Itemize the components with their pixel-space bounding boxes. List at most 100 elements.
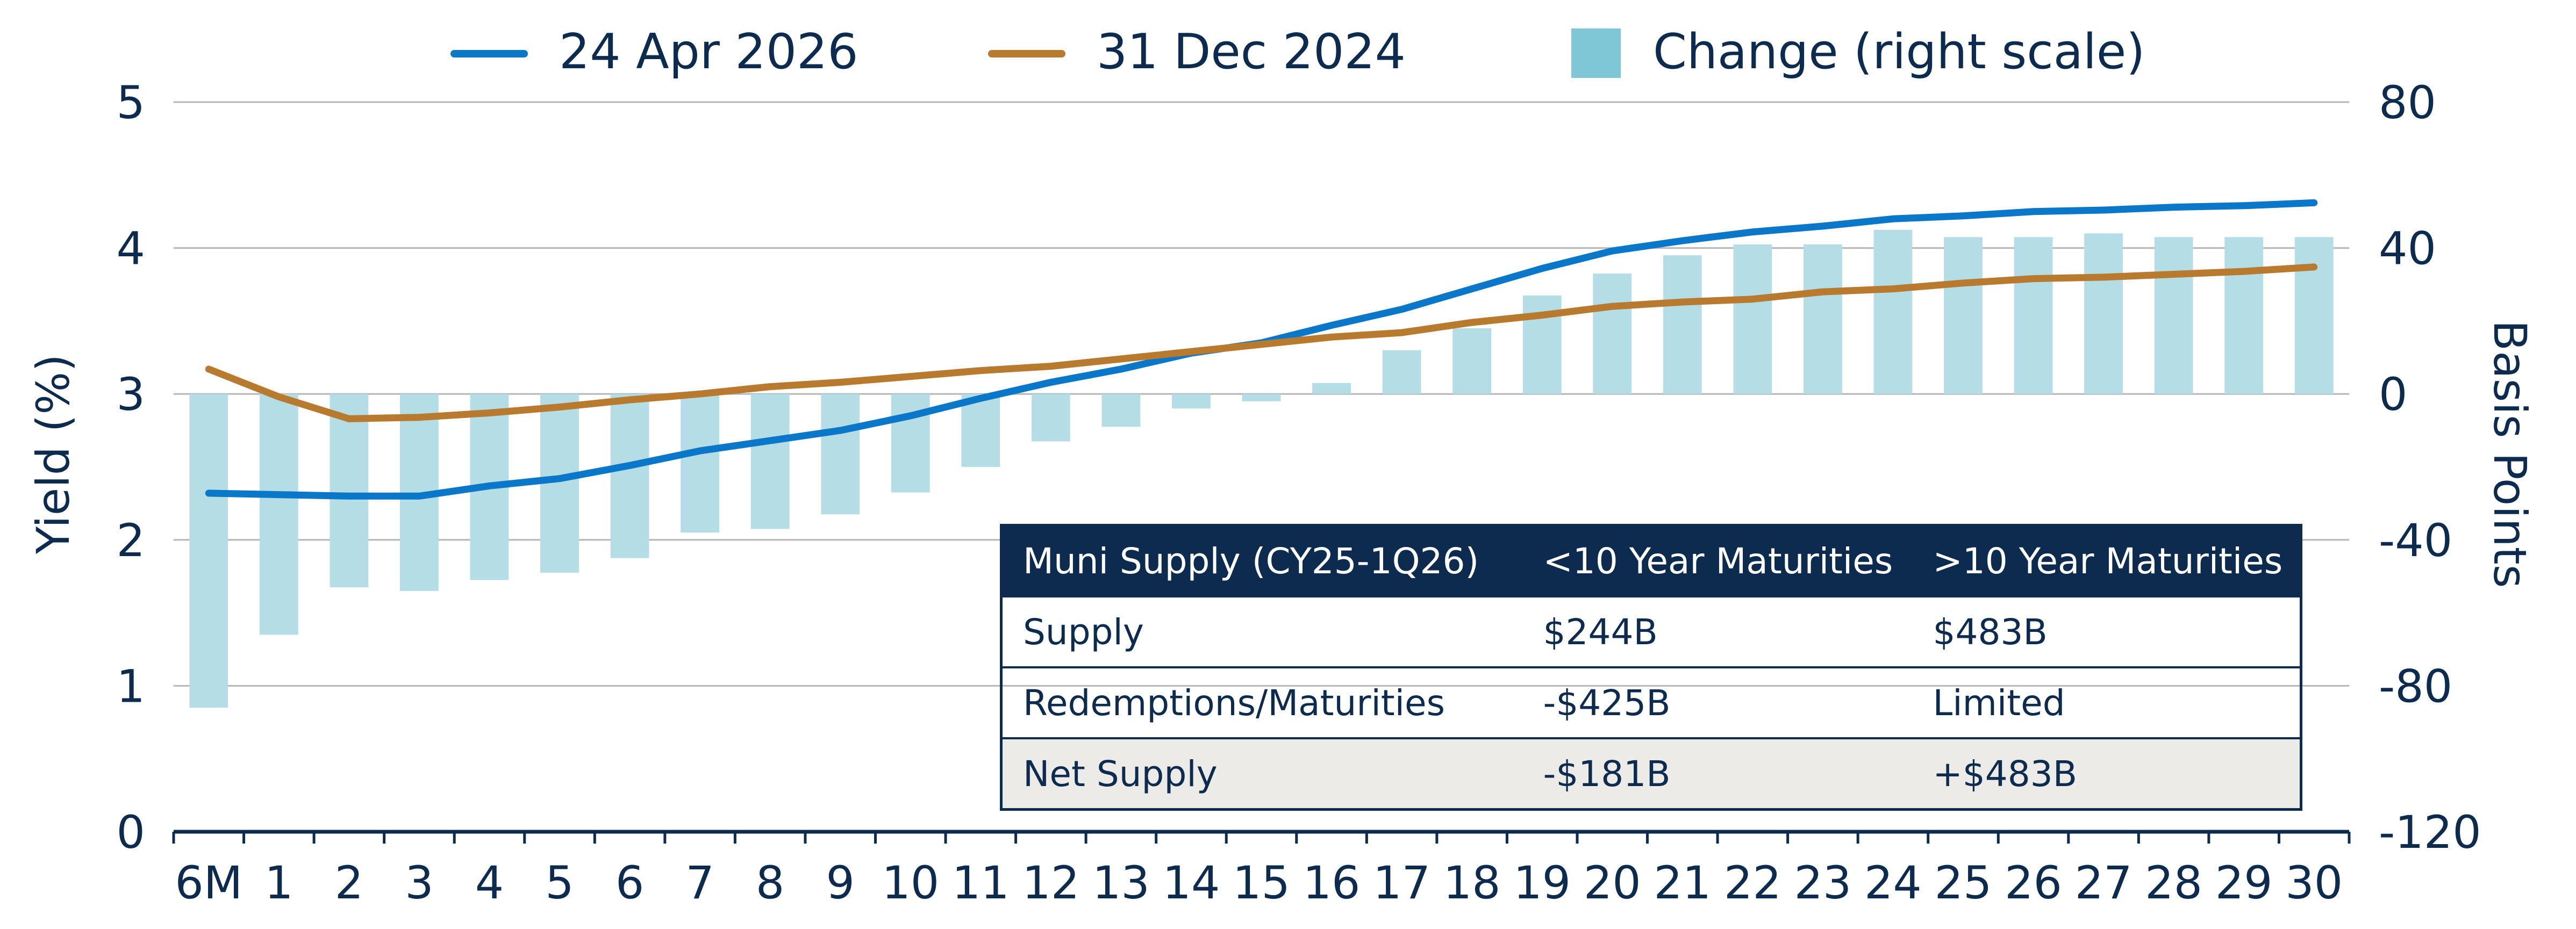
- y2-tick-label: 0: [2379, 368, 2407, 421]
- y2-tick-label: 40: [2379, 222, 2436, 275]
- x-tick-label: 9: [826, 856, 854, 909]
- x-tick-label: 13: [1092, 856, 1150, 909]
- table-header-row: Muni Supply (CY25-1Q26) <10 Year Maturit…: [1001, 525, 2301, 597]
- legend-label: 24 Apr 2026: [559, 24, 858, 80]
- x-tick-label: 29: [2215, 856, 2273, 909]
- legend-swatch: [1571, 28, 1621, 78]
- change-bar: [330, 394, 369, 588]
- x-tick-label: 20: [1584, 856, 1641, 909]
- series-line: [205, 263, 2318, 422]
- change-bar: [821, 394, 860, 515]
- change-bars: [189, 229, 2334, 708]
- table-cell: Redemptions/Maturities: [1001, 667, 1523, 739]
- legend: 24 Apr 2026 31 Dec 2024 Change (right scal…: [450, 24, 2145, 80]
- table-header-cell: <10 Year Maturities: [1522, 525, 1913, 597]
- table-row: Supply $244B $483B: [1001, 596, 2301, 668]
- table-cell: -$181B: [1522, 738, 1913, 810]
- change-bar: [961, 394, 1000, 467]
- x-tick-label: 5: [545, 856, 574, 909]
- table-row: Net Supply -$181B +$483B: [1001, 738, 2301, 810]
- change-bar: [1382, 350, 1421, 394]
- x-tick-label: 26: [2005, 856, 2062, 909]
- change-bar: [1873, 229, 1913, 394]
- table-header-cell: Muni Supply (CY25-1Q26): [1001, 525, 1523, 597]
- table-cell: Limited: [1912, 667, 2301, 739]
- change-bar: [610, 394, 649, 558]
- y-tick-label: 5: [117, 76, 145, 129]
- x-tick-label: 15: [1233, 856, 1290, 909]
- legend-label: 31 Dec 2024: [1097, 24, 1406, 80]
- table-cell: Supply: [1001, 596, 1523, 668]
- x-tick-label: 18: [1443, 856, 1501, 909]
- change-bar: [891, 394, 930, 493]
- table-cell: -$425B: [1522, 667, 1913, 739]
- x-tick-label: 1: [264, 856, 293, 909]
- change-bar: [1593, 273, 1632, 394]
- change-bar: [1031, 394, 1070, 442]
- x-tick-label: 8: [756, 856, 784, 909]
- y-tick-label: 4: [117, 222, 145, 275]
- change-bar: [2154, 237, 2193, 394]
- change-bar: [259, 394, 298, 635]
- y-tick-label: 2: [117, 514, 145, 567]
- y-axis-title: Yield (%): [27, 354, 80, 554]
- x-tick-label: 10: [882, 856, 939, 909]
- change-bar: [750, 394, 790, 529]
- x-tick-label: 28: [2145, 856, 2202, 909]
- change-bar: [2294, 237, 2334, 394]
- y2-tick-label: 80: [2379, 76, 2436, 129]
- x-tick-label: 7: [685, 856, 714, 909]
- y-tick-label: 1: [117, 660, 145, 712]
- table-cell: Net Supply: [1001, 738, 1523, 810]
- x-tick-label: 23: [1794, 856, 1851, 909]
- x-tick-label: 24: [1864, 856, 1922, 909]
- y-tick-label: 0: [117, 806, 145, 859]
- x-tick-label: 21: [1654, 856, 1711, 909]
- y2-axis-title: Basis Points: [2484, 320, 2536, 588]
- y2-tick-label: -80: [2379, 660, 2452, 712]
- x-tick-label: 27: [2075, 856, 2133, 909]
- muni-supply-table: Muni Supply (CY25-1Q26) <10 Year Maturit…: [1000, 524, 2302, 811]
- table-cell: $244B: [1522, 596, 1913, 668]
- x-tick-label: 30: [2285, 856, 2343, 909]
- change-bar: [2084, 233, 2123, 394]
- x-tick-label: 19: [1513, 856, 1571, 909]
- x-tick-label: 25: [1935, 856, 1992, 909]
- x-tick-label: 22: [1724, 856, 1781, 909]
- legend-label: Change (right scale): [1653, 24, 2145, 80]
- change-bar: [1663, 255, 1702, 394]
- x-tick-label: 6M: [175, 856, 242, 909]
- change-bar: [1452, 328, 1492, 394]
- x-tick-label: 2: [335, 856, 363, 909]
- change-bar: [1733, 244, 1772, 394]
- change-bar: [189, 394, 228, 708]
- y-tick-label: 3: [117, 368, 145, 421]
- x-tick-label: 11: [952, 856, 1010, 909]
- x-tick-label: 12: [1022, 856, 1079, 909]
- x-tick-label: 3: [405, 856, 433, 909]
- yield-lines: [205, 199, 2318, 500]
- table-cell: $483B: [1912, 596, 2301, 668]
- change-bar: [1242, 394, 1281, 401]
- x-tick-label: 6: [616, 856, 644, 909]
- change-bar: [2224, 237, 2264, 394]
- x-tick-label: 16: [1303, 856, 1361, 909]
- change-bar: [1803, 244, 1842, 394]
- x-tick-label: 17: [1373, 856, 1430, 909]
- change-bar: [1944, 237, 1983, 394]
- change-bar: [681, 394, 720, 533]
- table-row: Redemptions/Maturities -$425B Limited: [1001, 667, 2301, 739]
- series-line: [205, 199, 2318, 500]
- y2-tick-label: -40: [2379, 514, 2452, 567]
- table-header-cell: >10 Year Maturities: [1912, 525, 2301, 597]
- table-cell: +$483B: [1912, 738, 2301, 810]
- change-bar: [1312, 383, 1351, 394]
- y2-tick-label: -120: [2379, 806, 2481, 859]
- change-bar: [1101, 394, 1141, 427]
- x-tick-label: 14: [1163, 856, 1220, 909]
- change-bar: [2014, 237, 2053, 394]
- change-bar: [1172, 394, 1211, 409]
- x-tick-label: 4: [475, 856, 504, 909]
